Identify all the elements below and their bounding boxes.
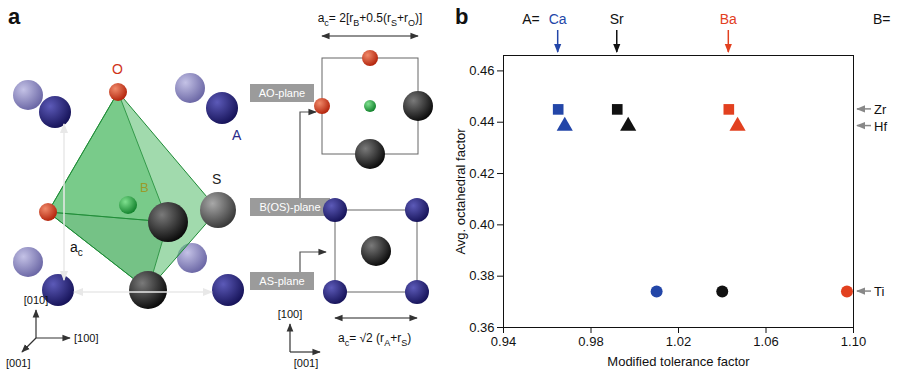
svg-text:1.06: 1.06 bbox=[753, 334, 778, 349]
svg-text:Zr: Zr bbox=[874, 102, 887, 117]
svg-text:Modified tolerance factor: Modified tolerance factor bbox=[607, 354, 750, 369]
svg-text:Avg. octahedral factor: Avg. octahedral factor bbox=[453, 128, 468, 255]
svg-text:ac= 2[rB+0.5(rS+rO)]: ac= 2[rB+0.5(rS+rO)] bbox=[318, 11, 423, 28]
svg-text:0.40: 0.40 bbox=[469, 217, 494, 232]
svg-text:B=: B= bbox=[873, 11, 891, 27]
svg-text:B: B bbox=[140, 180, 149, 195]
svg-text:1.02: 1.02 bbox=[666, 334, 691, 349]
svg-text:a: a bbox=[8, 4, 21, 29]
svg-text:A: A bbox=[232, 127, 242, 143]
svg-text:[001]: [001] bbox=[294, 357, 318, 369]
svg-text:Ti: Ti bbox=[874, 284, 884, 299]
svg-text:Hf: Hf bbox=[874, 119, 887, 134]
svg-text:Ca: Ca bbox=[549, 11, 567, 27]
svg-text:AO-plane: AO-plane bbox=[259, 87, 305, 99]
svg-text:B(OS)-plane: B(OS)-plane bbox=[259, 201, 320, 213]
svg-text:[100]: [100] bbox=[278, 308, 302, 320]
svg-text:Ba: Ba bbox=[720, 11, 737, 27]
svg-text:O: O bbox=[112, 61, 123, 77]
svg-text:A=: A= bbox=[522, 11, 540, 27]
svg-text:Sr: Sr bbox=[610, 11, 624, 27]
svg-text:0.94: 0.94 bbox=[491, 334, 516, 349]
svg-text:ac= √2 (rA+rS): ac= √2 (rA+rS) bbox=[338, 331, 411, 348]
svg-text:b: b bbox=[455, 4, 468, 29]
svg-text:0.46: 0.46 bbox=[469, 63, 494, 78]
svg-text:[100]: [100] bbox=[74, 332, 98, 344]
svg-text:0.42: 0.42 bbox=[469, 166, 494, 181]
svg-text:0.98: 0.98 bbox=[578, 334, 603, 349]
svg-text:[001]: [001] bbox=[6, 357, 30, 369]
svg-text:AS-plane: AS-plane bbox=[259, 275, 304, 287]
svg-text:0.44: 0.44 bbox=[469, 114, 494, 129]
svg-text:1.10: 1.10 bbox=[841, 334, 866, 349]
svg-text:0.36: 0.36 bbox=[469, 320, 494, 335]
svg-text:[010]: [010] bbox=[24, 294, 48, 306]
svg-text:0.38: 0.38 bbox=[469, 268, 494, 283]
svg-text:ac: ac bbox=[70, 239, 83, 258]
svg-text:S: S bbox=[212, 171, 221, 187]
